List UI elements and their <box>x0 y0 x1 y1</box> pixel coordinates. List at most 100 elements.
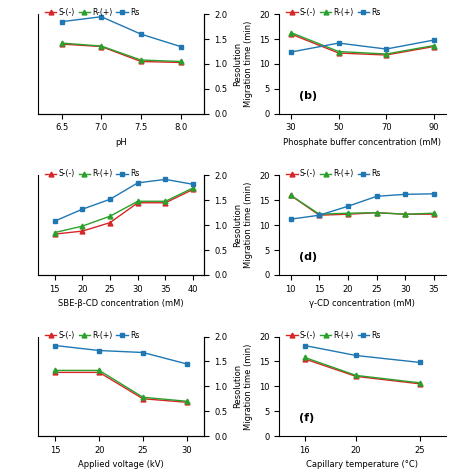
Rs <box>80 206 85 212</box>
R-(+) <box>374 210 380 216</box>
Rs <box>402 191 408 197</box>
Legend: S-(-), R-(+), Rs: S-(-), R-(+), Rs <box>283 5 384 20</box>
Rs <box>53 343 58 348</box>
S-(-) <box>317 212 322 218</box>
Text: (f): (f) <box>299 413 314 423</box>
Line: R-(+): R-(+) <box>53 368 189 404</box>
S-(-) <box>336 50 341 56</box>
S-(-) <box>417 381 423 387</box>
Rs <box>96 347 102 353</box>
Line: S-(-): S-(-) <box>52 187 196 237</box>
Rs <box>99 14 104 19</box>
X-axis label: SBE-β-CD concentration (mM): SBE-β-CD concentration (mM) <box>58 299 184 308</box>
Y-axis label: Resolution: Resolution <box>233 365 242 409</box>
R-(+) <box>431 210 437 216</box>
R-(+) <box>178 59 183 64</box>
Rs <box>163 176 168 182</box>
Rs <box>302 343 308 348</box>
Line: Rs: Rs <box>302 343 422 365</box>
R-(+) <box>288 192 293 198</box>
R-(+) <box>163 199 168 204</box>
S-(-) <box>135 200 141 206</box>
R-(+) <box>53 367 58 373</box>
S-(-) <box>345 211 351 217</box>
R-(+) <box>345 210 351 216</box>
Rs <box>431 37 437 43</box>
Rs <box>383 46 389 52</box>
Line: Rs: Rs <box>52 177 196 224</box>
S-(-) <box>140 396 146 401</box>
Line: Rs: Rs <box>288 191 437 222</box>
S-(-) <box>163 200 168 206</box>
R-(+) <box>431 43 437 48</box>
R-(+) <box>99 43 104 49</box>
R-(+) <box>288 30 294 36</box>
R-(+) <box>96 367 102 373</box>
X-axis label: Phosphate buffer concentration (mM): Phosphate buffer concentration (mM) <box>283 138 441 147</box>
R-(+) <box>353 373 359 378</box>
Line: S-(-): S-(-) <box>289 32 436 57</box>
Rs <box>52 219 57 224</box>
Text: (d): (d) <box>299 252 317 262</box>
Rs <box>353 353 359 358</box>
X-axis label: Capillary temperature (°C): Capillary temperature (°C) <box>306 460 419 469</box>
S-(-) <box>383 52 389 58</box>
Line: R-(+): R-(+) <box>52 185 196 235</box>
S-(-) <box>80 228 85 234</box>
R-(+) <box>302 355 308 360</box>
S-(-) <box>191 186 196 192</box>
Line: Rs: Rs <box>53 343 189 366</box>
Rs <box>288 216 293 222</box>
Rs <box>135 180 141 186</box>
R-(+) <box>184 399 190 404</box>
S-(-) <box>99 44 104 49</box>
Line: R-(+): R-(+) <box>289 30 436 56</box>
Legend: S-(-), R-(+), Rs: S-(-), R-(+), Rs <box>283 328 384 343</box>
Text: (b): (b) <box>299 91 317 101</box>
S-(-) <box>374 210 380 216</box>
Rs <box>178 44 183 49</box>
S-(-) <box>184 400 190 405</box>
Y-axis label: Resolution: Resolution <box>233 203 242 247</box>
Y-axis label: Resolution: Resolution <box>233 42 242 86</box>
Rs <box>317 212 322 218</box>
Line: S-(-): S-(-) <box>53 370 189 405</box>
S-(-) <box>402 211 408 217</box>
Rs <box>184 361 190 367</box>
Line: R-(+): R-(+) <box>302 355 422 385</box>
S-(-) <box>302 356 308 362</box>
R-(+) <box>80 223 85 229</box>
Y-axis label: Migration time (min): Migration time (min) <box>245 21 254 107</box>
R-(+) <box>107 213 113 219</box>
Line: Rs: Rs <box>59 14 183 49</box>
Legend: S-(-), R-(+), Rs: S-(-), R-(+), Rs <box>283 166 384 182</box>
S-(-) <box>59 41 64 47</box>
Rs <box>138 31 144 37</box>
Line: Rs: Rs <box>289 37 436 55</box>
Line: S-(-): S-(-) <box>59 42 183 65</box>
Legend: S-(-), R-(+), Rs: S-(-), R-(+), Rs <box>42 166 143 182</box>
R-(+) <box>317 211 322 217</box>
Rs <box>59 19 64 25</box>
S-(-) <box>107 220 113 226</box>
R-(+) <box>383 51 389 57</box>
Rs <box>345 203 351 209</box>
Y-axis label: Migration time (min): Migration time (min) <box>245 182 254 268</box>
R-(+) <box>417 380 423 386</box>
Line: S-(-): S-(-) <box>288 193 437 218</box>
R-(+) <box>140 394 146 400</box>
R-(+) <box>135 199 141 204</box>
X-axis label: γ-CD concentration (mM): γ-CD concentration (mM) <box>310 299 415 308</box>
R-(+) <box>191 185 196 191</box>
Rs <box>140 350 146 356</box>
Rs <box>288 49 294 55</box>
Line: R-(+): R-(+) <box>288 193 437 217</box>
Rs <box>431 191 437 197</box>
Rs <box>107 196 113 202</box>
S-(-) <box>431 211 437 217</box>
Line: R-(+): R-(+) <box>59 41 183 64</box>
Rs <box>417 360 423 365</box>
Rs <box>336 40 341 46</box>
R-(+) <box>138 57 144 63</box>
R-(+) <box>52 230 57 236</box>
